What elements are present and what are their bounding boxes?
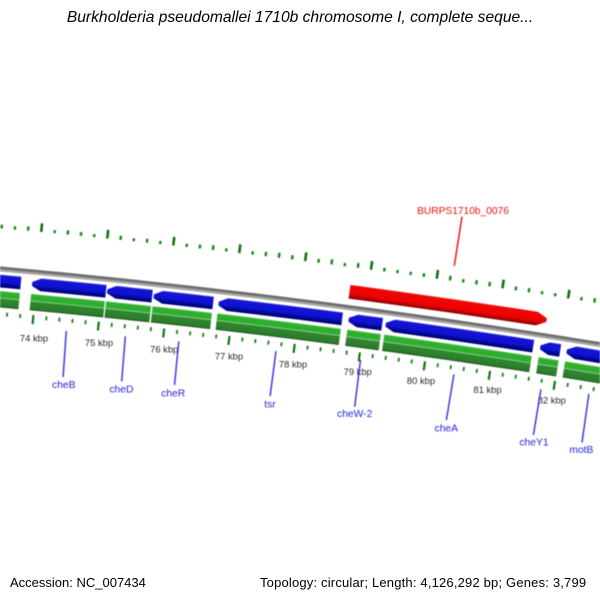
svg-text:cheY1: cheY1 <box>519 437 548 448</box>
svg-text:75 kbp: 75 kbp <box>85 337 113 348</box>
svg-text:tsr: tsr <box>264 399 276 410</box>
svg-text:BURPS1710b_0076: BURPS1710b_0076 <box>417 206 509 217</box>
svg-text:78 kbp: 78 kbp <box>279 358 307 369</box>
svg-text:74 kbp: 74 kbp <box>20 332 48 343</box>
svg-text:motB: motB <box>569 445 593 456</box>
svg-text:cheR: cheR <box>161 389 185 400</box>
svg-text:cheA: cheA <box>435 423 459 434</box>
svg-text:cheD: cheD <box>109 385 133 396</box>
svg-text:82 kbp: 82 kbp <box>538 394 566 405</box>
svg-text:77 kbp: 77 kbp <box>215 350 243 361</box>
svg-text:76 kbp: 76 kbp <box>150 343 178 354</box>
svg-text:cheB: cheB <box>52 380 76 391</box>
svg-text:79 kbp: 79 kbp <box>344 366 372 377</box>
svg-text:cheW-2: cheW-2 <box>337 409 373 420</box>
svg-text:80 kbp: 80 kbp <box>407 375 435 386</box>
svg-text:81 kbp: 81 kbp <box>473 384 501 395</box>
